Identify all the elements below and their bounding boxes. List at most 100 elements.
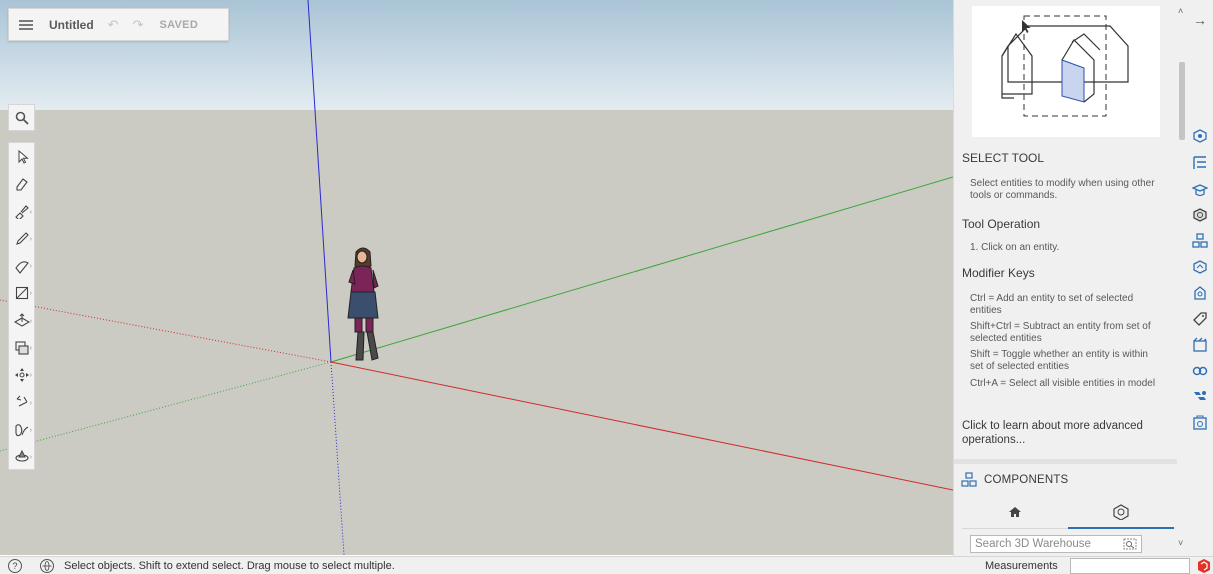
tape-measure-icon [14,423,28,436]
operation-title: Tool Operation [962,217,1041,231]
title-bar: Untitled ↶ ↷ SAVED [8,8,229,41]
3d-warehouse-search [970,535,1142,553]
move-tool[interactable]: › [9,361,34,388]
pencil-icon [15,231,29,245]
rotate-icon [16,395,27,407]
components-icon [961,472,977,487]
tab-home[interactable] [962,496,1068,528]
display-icon[interactable] [1192,389,1208,405]
instructor-panel: SELECT TOOL Select entities to modify wh… [953,0,1177,556]
status-bar: ? Select objects. Shift to extend select… [0,556,1213,574]
sketchup-logo-icon[interactable] [1197,558,1211,574]
paint-bucket-icon [14,205,29,220]
tab-3d-warehouse[interactable] [1068,496,1174,529]
search-icon [15,111,29,125]
save-status: SAVED [159,18,199,31]
styles-icon[interactable] [1192,285,1208,301]
3d-viewport[interactable]: Untitled ↶ ↷ SAVED › › [0,0,953,555]
offset-tool[interactable]: › [9,334,34,361]
advanced-operations-link[interactable]: Click to learn about more advanced opera… [962,420,1143,446]
select-tool-illustration [972,6,1160,137]
pencil-tool[interactable]: › [9,225,34,252]
extension-icon[interactable] [1192,415,1208,431]
scale-figure [347,247,379,361]
modifier-shift: Shift = Toggle whether an entity is with… [970,349,1148,372]
measurements-input[interactable] [1070,558,1190,574]
modifier-ctrl: Ctrl = Add an entity to set of selected … [970,293,1134,316]
blue-axis [307,0,332,363]
eraser-tool[interactable] [9,170,34,197]
tool-flyout-caret: › [29,345,32,353]
redo-icon[interactable]: ↷ [132,16,144,32]
tool-flyout-caret: › [29,454,32,462]
menu-icon[interactable] [19,19,33,30]
entity-info-icon[interactable] [1192,128,1208,144]
document-title[interactable]: Untitled [49,17,94,32]
scroll-up-icon[interactable]: ˄ [1178,6,1184,16]
push-pull-tool[interactable]: › [9,307,34,334]
scroll-down-icon[interactable]: ˅ [1178,538,1184,548]
scrollbar-thumb[interactable] [1179,62,1185,140]
tool-flyout-caret: › [29,399,32,407]
tape-measure-tool[interactable]: › [9,416,34,443]
rectangle-tool[interactable]: › [9,279,34,306]
tool-flyout-caret: › [29,317,32,325]
components-label: COMPONENTS [984,474,1069,486]
3d-warehouse-panel-icon[interactable] [1192,207,1208,223]
paint-bucket-tool[interactable]: › [9,198,34,225]
arc-tool[interactable]: › [9,252,34,279]
home-icon [1009,507,1021,517]
rotate-tool[interactable]: › [9,389,34,416]
green-axis-negative [0,361,332,452]
panel-divider [954,459,1177,464]
measurements-label: Measurements [985,560,1058,572]
panel-scrollbar[interactable]: ˄ ˅ [1177,0,1187,556]
materials-icon[interactable] [1192,259,1208,275]
outliner-icon[interactable] [1192,155,1208,171]
components-panel-icon[interactable] [1192,233,1208,249]
tool-flyout-caret: › [29,290,32,298]
panel-icon-strip: → [1187,0,1213,556]
instructor-icon[interactable] [1192,182,1208,198]
select-arrow-icon [18,149,29,164]
blue-axis-negative [330,361,345,555]
eraser-icon [15,178,28,191]
tool-flyout-caret: › [29,372,32,380]
push-pull-icon [13,313,30,328]
arc-icon [14,261,29,274]
tags-icon[interactable] [1192,311,1208,327]
red-axis-negative [0,299,332,363]
undo-icon[interactable]: ↶ [107,16,119,32]
move-icon [14,368,29,383]
orbit-tool[interactable]: › [9,443,34,470]
offset-icon [14,341,29,355]
ground [0,110,953,555]
components-header[interactable]: COMPONENTS [960,469,1068,491]
orbit-icon [14,449,29,462]
collapse-panel-icon[interactable]: → [1193,12,1207,28]
language-globe-icon[interactable] [40,559,54,573]
modifier-ctrl-a: Ctrl+A = Select all visible entities in … [970,378,1156,389]
tool-flyout-caret: › [29,235,32,243]
scene-canvas[interactable] [0,0,953,555]
status-message: Select objects. Shift to extend select. … [64,560,395,572]
tool-flyout-caret: › [29,208,32,216]
red-axis [330,361,953,491]
modifier-keys-title: Modifier Keys [962,266,1035,280]
3d-warehouse-icon [1113,504,1129,520]
shadows-icon[interactable] [1192,363,1208,379]
green-axis [330,176,953,363]
tool-flyout-caret: › [29,263,32,271]
rectangle-icon [15,287,28,300]
scenes-icon[interactable] [1192,337,1208,353]
tool-description: Select entities to modify when using oth… [970,178,1155,201]
select-tool[interactable] [9,143,34,170]
operation-step: 1. Click on an entity. [970,242,1060,253]
main-toolbar: › › › › › › › [8,142,35,470]
help-icon[interactable]: ? [8,559,22,573]
search-tool-button[interactable] [8,104,35,131]
warehouse-search-input[interactable] [971,538,1121,550]
warehouse-search-icon[interactable] [1121,538,1139,550]
components-tabs [962,496,1174,529]
